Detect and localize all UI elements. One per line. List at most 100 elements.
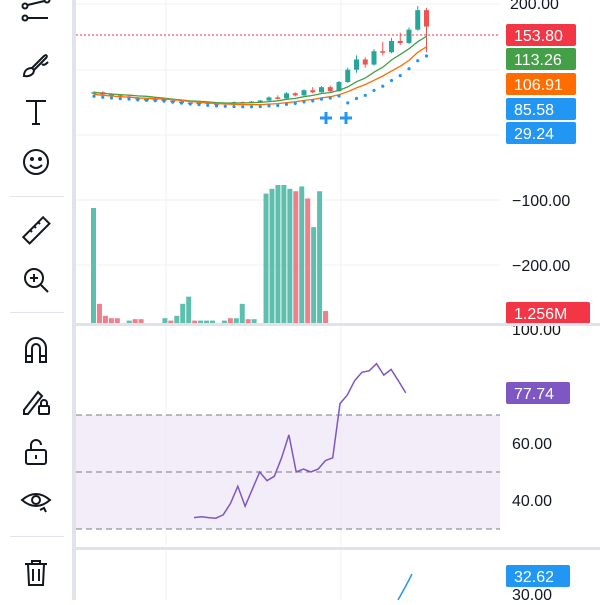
volume-bar xyxy=(192,320,198,323)
candle-body xyxy=(424,10,429,27)
trash-icon[interactable] xyxy=(18,554,54,590)
volume-bar xyxy=(174,315,180,323)
price-badge xyxy=(506,73,576,95)
band-dot xyxy=(398,74,402,78)
price-badge xyxy=(506,24,576,46)
candle-body xyxy=(362,59,368,65)
candle-body xyxy=(345,69,351,83)
price-badge-label: 153.80 xyxy=(514,28,563,45)
band-dot xyxy=(188,102,192,106)
candle-body xyxy=(91,92,97,94)
volume-bar xyxy=(245,319,251,323)
text-icon[interactable] xyxy=(18,94,54,130)
toolbar-divider xyxy=(10,312,64,313)
volume-bar xyxy=(287,188,293,323)
rsi-axis-label: 100.00 xyxy=(512,322,561,339)
volume-bar xyxy=(204,320,210,323)
magnet-icon[interactable] xyxy=(18,332,54,368)
band-dot xyxy=(179,101,184,105)
band-dot xyxy=(118,96,122,101)
toolbar-divider xyxy=(10,536,64,537)
price-badge xyxy=(506,48,576,70)
volume-bar xyxy=(299,186,305,323)
price-badge xyxy=(506,98,576,120)
trend-tools-icon[interactable] xyxy=(18,0,54,30)
volume-bar xyxy=(221,320,227,323)
band-dot xyxy=(363,93,367,97)
band-dot xyxy=(214,104,219,108)
band-dot xyxy=(171,100,175,104)
pane-separator[interactable] xyxy=(76,547,600,550)
band-dot xyxy=(346,101,350,105)
band-dot xyxy=(416,59,420,63)
band-dot xyxy=(276,103,280,108)
candle-body xyxy=(415,10,421,30)
band-dot xyxy=(372,88,376,93)
volume-bar xyxy=(251,319,257,323)
band-dot xyxy=(232,104,236,109)
price-badge xyxy=(506,122,576,144)
chart-canvas[interactable]: 200.00 153.80 113.26 106.91 85.58 29.24 −100.0… xyxy=(76,0,600,604)
bottom-badge xyxy=(506,565,570,587)
candle-body xyxy=(275,97,281,99)
ruler-icon[interactable] xyxy=(18,212,54,248)
zoom-in-icon[interactable] xyxy=(18,262,54,298)
band-dot xyxy=(424,54,429,58)
price-axis-label: 200.00 xyxy=(510,0,559,13)
drawing-toolbar xyxy=(0,0,76,600)
rsi-axis-label: 60.00 xyxy=(512,436,552,453)
rsi-badge xyxy=(506,382,570,404)
unlock-icon[interactable] xyxy=(18,434,54,470)
toolbar-scrollbar[interactable] xyxy=(72,0,76,600)
band-dot xyxy=(381,84,385,88)
price-badge-label: 113.26 xyxy=(514,52,562,69)
band-dot xyxy=(337,94,341,98)
candle-body xyxy=(319,87,324,93)
candle-body xyxy=(389,40,394,53)
brush-icon[interactable] xyxy=(18,48,54,84)
ma-line-green xyxy=(93,35,427,104)
bottom-indicator-line xyxy=(397,573,413,601)
volume-bar xyxy=(263,193,269,323)
candle-body xyxy=(257,100,263,102)
volume-bar xyxy=(126,320,132,323)
candle-body xyxy=(327,87,333,92)
volume-bar xyxy=(317,191,323,323)
band-dot xyxy=(241,105,245,109)
pane-separator[interactable] xyxy=(76,323,600,326)
candle-body xyxy=(109,94,114,96)
volume-bar xyxy=(239,303,245,323)
band-dot xyxy=(144,98,149,102)
price-badge-label: 29.24 xyxy=(514,126,554,143)
candle-body xyxy=(380,51,386,53)
volume-bar xyxy=(305,198,311,323)
volume-bar xyxy=(210,320,215,323)
band-dot xyxy=(249,105,254,109)
volume-bar xyxy=(168,320,174,323)
band-dot xyxy=(127,97,131,101)
band-dot xyxy=(284,102,289,106)
volume-bar xyxy=(275,185,281,323)
band-dot xyxy=(389,78,394,83)
volume-bar xyxy=(198,320,204,323)
emoji-icon[interactable] xyxy=(18,144,54,180)
lock-drawing-icon[interactable] xyxy=(18,384,54,420)
volume-bar xyxy=(102,315,108,323)
volume-bar xyxy=(186,296,192,323)
candle-body xyxy=(266,97,272,101)
band-dot xyxy=(407,67,411,71)
volume-bar xyxy=(323,311,329,323)
rsi-line xyxy=(193,362,407,519)
volume-bar xyxy=(91,208,96,323)
candle-body xyxy=(371,51,377,65)
band-dot xyxy=(109,96,114,100)
band-dot xyxy=(197,103,201,107)
candle-body xyxy=(354,59,359,70)
price-badge-label: 106.91 xyxy=(514,77,563,94)
band-dot xyxy=(223,104,227,108)
chart-area[interactable]: 200.00 153.80 113.26 106.91 85.58 29.24 −100.0… xyxy=(76,0,600,604)
band-dot xyxy=(153,99,157,103)
volume-bar xyxy=(138,319,144,323)
eye-icon[interactable] xyxy=(18,482,54,518)
volume-bar xyxy=(114,318,120,323)
